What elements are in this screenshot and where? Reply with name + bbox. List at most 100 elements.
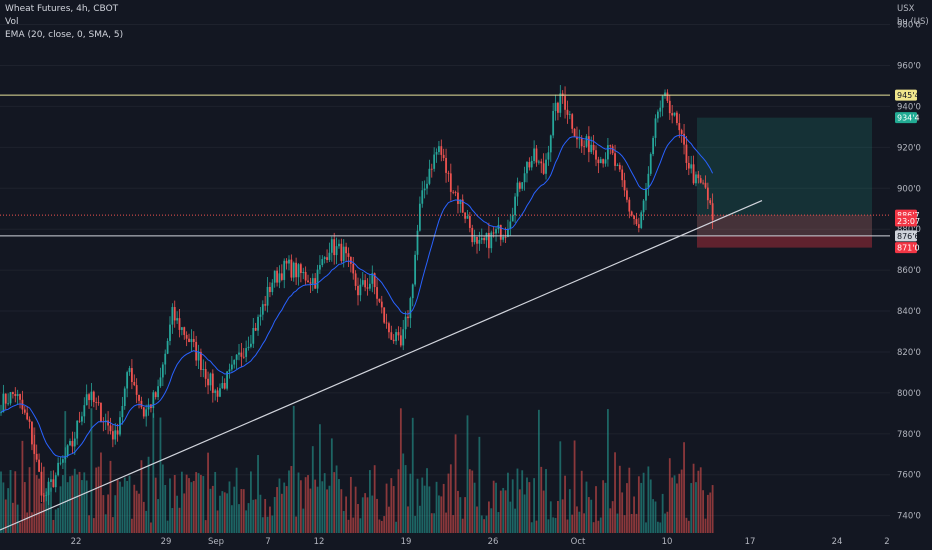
volume-bar: [711, 485, 714, 533]
volume-bar: [261, 517, 264, 533]
volume-bar: [526, 477, 528, 533]
currency-label[interactable]: USX: [897, 4, 915, 14]
candle-body: [161, 364, 164, 378]
volume-bar: [592, 522, 595, 533]
volume-bar: [159, 417, 162, 533]
volume-bar: [290, 466, 293, 533]
candle-body: [119, 417, 121, 435]
candle-body: [107, 420, 109, 426]
volume-bar: [504, 490, 507, 533]
volume-bar: [190, 482, 193, 533]
volume-bar: [407, 506, 409, 533]
volume-bar: [311, 446, 314, 533]
volume-bar: [373, 465, 376, 533]
stop-badge[interactable]: [895, 242, 917, 254]
volume-bar: [64, 411, 67, 533]
candle-body: [66, 445, 69, 456]
unit-label[interactable]: bu (US): [897, 17, 929, 27]
volume-bar: [171, 508, 174, 533]
candle-body: [435, 152, 438, 155]
candle-body: [271, 282, 274, 293]
candle-body: [449, 173, 452, 192]
target-badge[interactable]: [895, 112, 917, 124]
candle-body: [402, 329, 405, 346]
price-tick-label: 980'0: [897, 21, 921, 31]
volume-bar: [692, 463, 695, 533]
volume-bar: [428, 486, 431, 533]
price-tick-label: 760'0: [897, 471, 921, 481]
candle-body: [383, 307, 386, 323]
volume-bar: [161, 464, 164, 533]
candle-body: [404, 316, 407, 330]
resistance-badge[interactable]: [895, 89, 917, 101]
candle-body: [668, 100, 671, 114]
candle-body: [366, 287, 369, 289]
volume-bar: [518, 489, 521, 533]
volume-bar: [633, 496, 635, 533]
volume-bar: [621, 492, 624, 533]
candle-body: [126, 372, 129, 389]
candle-body: [340, 243, 343, 261]
candle-body: [704, 182, 707, 188]
volume-bar: [488, 501, 490, 533]
target-badge-text: 934'4: [897, 114, 920, 123]
countdown-badge[interactable]: [895, 215, 917, 227]
candle-body: [549, 135, 552, 153]
volume-bar: [81, 480, 83, 533]
volume-indicator-label[interactable]: Vol: [5, 17, 19, 27]
volume-bar: [349, 476, 352, 533]
volume-bar: [66, 482, 69, 533]
time-axis[interactable]: 22 29 Sep 7 12 19 26 Oct 10 17 24 2: [71, 537, 890, 547]
candle-body: [290, 259, 293, 278]
volume-bar: [38, 478, 40, 533]
volume-bar: [440, 496, 443, 533]
volume-bar: [69, 476, 71, 533]
ema-indicator-label[interactable]: EMA (20, close, 0, SMA, 5): [5, 30, 124, 40]
volume-bar: [511, 479, 514, 533]
candle-body: [359, 284, 362, 296]
candle-body: [611, 146, 614, 154]
volume-bar: [687, 520, 690, 533]
loss-zone[interactable]: [697, 235, 872, 248]
symbol-title[interactable]: Wheat Futures, 4h, CBOT: [5, 4, 119, 14]
candle-body: [530, 160, 533, 168]
candle-body: [628, 199, 631, 212]
candle-body: [659, 107, 662, 112]
candle-body: [664, 92, 666, 96]
volume-bar: [445, 512, 447, 533]
candle-body: [378, 298, 381, 302]
volume-bar: [61, 475, 64, 533]
volume-bar: [221, 491, 224, 533]
candle-body: [652, 137, 655, 155]
trend-line[interactable]: [0, 199, 763, 531]
candle-body: [211, 373, 214, 393]
volume-bar: [680, 469, 683, 533]
candle-body: [304, 271, 307, 281]
volume-bar: [530, 522, 533, 533]
volume-bar: [695, 482, 697, 533]
price-axis[interactable]: USX bu (US) 980'0 960'0 940'0 920'0 900'0 880…: [897, 4, 929, 522]
candle-body: [292, 262, 295, 278]
volume-bar: [107, 494, 109, 533]
support-badge[interactable]: [895, 230, 917, 242]
candle-body: [64, 455, 67, 460]
volume-bar: [361, 497, 364, 533]
candle-body: [711, 203, 714, 220]
candle-body: [2, 393, 5, 413]
volume-bar: [338, 479, 340, 533]
volume-bar: [314, 479, 317, 533]
candle-body: [407, 316, 409, 319]
volume-bar: [250, 471, 252, 533]
candle-body: [190, 339, 193, 343]
candle-body: [309, 282, 312, 284]
volume-bar: [371, 495, 374, 533]
volume-bar: [50, 487, 52, 533]
candle-body: [109, 425, 112, 432]
volume-bar: [442, 483, 445, 533]
volume-bar: [114, 495, 117, 533]
position-zones[interactable]: [697, 117, 872, 248]
volume-bar: [542, 490, 545, 533]
candle-body: [123, 388, 126, 406]
candle-body: [502, 236, 505, 240]
